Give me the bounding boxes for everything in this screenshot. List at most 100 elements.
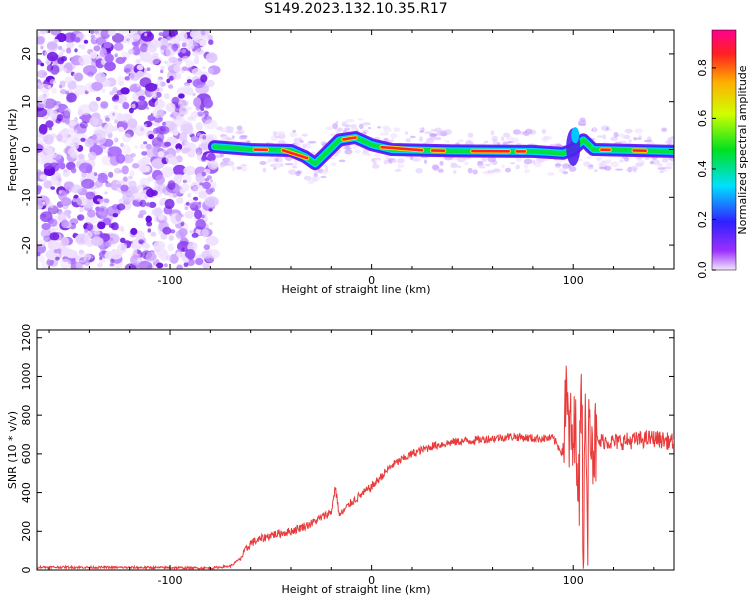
noise-blob [39, 30, 48, 35]
noise-blob [131, 41, 138, 46]
noise-blob [138, 95, 146, 101]
halo-blob [391, 160, 397, 164]
noise-blob [80, 137, 86, 142]
noise-blob [203, 244, 210, 251]
noise-blob [176, 264, 183, 269]
noise-blob [178, 93, 185, 99]
noise-blob [177, 57, 183, 62]
noise-blob [164, 141, 171, 147]
halo-blob [259, 161, 267, 165]
noise-blob [206, 172, 209, 176]
halo-blob [628, 139, 632, 143]
noise-blob [182, 174, 192, 184]
noise-blob [84, 235, 91, 244]
noise-blob [203, 97, 213, 107]
halo-blob [505, 167, 511, 173]
noise-blob [55, 118, 62, 124]
y-tick-label: 0 [20, 567, 33, 574]
noise-blob [116, 94, 128, 104]
noise-blob [207, 34, 214, 41]
noise-blob [122, 192, 135, 203]
noise-blob [129, 170, 135, 177]
noise-blob [200, 30, 206, 36]
colorbar-tick-label: 0.8 [696, 59, 709, 77]
noise-blob [113, 104, 119, 111]
halo-blob [457, 139, 464, 143]
halo-blob [241, 166, 248, 172]
halo-blob [481, 157, 488, 163]
noise-blob [112, 33, 124, 43]
halo-blob [219, 161, 226, 168]
noise-blob [37, 185, 43, 191]
halo-blob [415, 168, 423, 174]
noise-blob [61, 48, 66, 53]
noise-blob [124, 65, 133, 73]
noise-blob [83, 65, 97, 76]
halo-blob [555, 143, 562, 147]
x-tick-label: 100 [563, 274, 584, 287]
noise-blob [50, 186, 55, 190]
halo-blob [493, 168, 500, 172]
noise-blob [191, 232, 199, 238]
halo-blob [467, 167, 473, 174]
noise-blob [128, 107, 134, 114]
noise-blob [109, 249, 123, 260]
noise-blob [116, 203, 126, 211]
noise-blob [132, 45, 141, 56]
noise-blob [109, 263, 115, 267]
halo-blob [638, 135, 642, 139]
noise-blob [130, 227, 138, 236]
noise-blob [120, 184, 129, 192]
noise-blob [185, 60, 194, 68]
noise-blob [70, 167, 77, 174]
noise-blob [140, 31, 154, 42]
noise-blob [147, 228, 152, 233]
noise-blob [49, 30, 62, 36]
noise-blob [55, 175, 61, 181]
noise-blob [117, 30, 129, 35]
noise-blob [140, 43, 149, 53]
noise-blob [85, 191, 96, 200]
halo-blob [284, 163, 294, 166]
noise-blob [136, 64, 144, 71]
noise-blob [89, 30, 95, 35]
halo-blob [222, 127, 230, 130]
noise-blob [111, 222, 119, 231]
noise-blob [160, 253, 169, 262]
halo-blob [633, 137, 638, 141]
noise-blob [85, 165, 93, 174]
halo-blob [667, 139, 674, 145]
noise-blob [180, 221, 185, 227]
noise-blob [45, 120, 54, 128]
noise-blob [187, 193, 192, 198]
halo-blob [332, 123, 339, 129]
noise-blob [46, 40, 59, 52]
halo-blob [453, 170, 457, 174]
y-tick-label: 1000 [20, 362, 33, 390]
noise-blob [205, 235, 219, 246]
noise-blob [180, 123, 194, 135]
halo-blob [289, 132, 298, 138]
noise-blob [91, 81, 103, 92]
noise-blob [138, 239, 144, 244]
noise-blob [135, 58, 142, 65]
halo-blob [624, 128, 633, 134]
noise-blob [53, 249, 60, 254]
noise-blob [193, 97, 202, 108]
noise-blob [139, 199, 147, 208]
noise-blob [157, 77, 163, 82]
halo-blob [325, 165, 329, 172]
noise-blob [136, 257, 142, 263]
noise-blob [63, 32, 77, 43]
noise-blob [106, 233, 120, 244]
noise-blob [140, 189, 148, 196]
noise-blob [61, 84, 66, 88]
halo-blob [405, 138, 412, 143]
noise-blob [177, 174, 183, 179]
noise-blob [72, 198, 78, 203]
halo-blob [577, 120, 583, 126]
noise-blob [187, 67, 193, 72]
noise-blob [37, 107, 48, 118]
noise-blob [77, 153, 85, 160]
noise-blob [43, 162, 53, 170]
